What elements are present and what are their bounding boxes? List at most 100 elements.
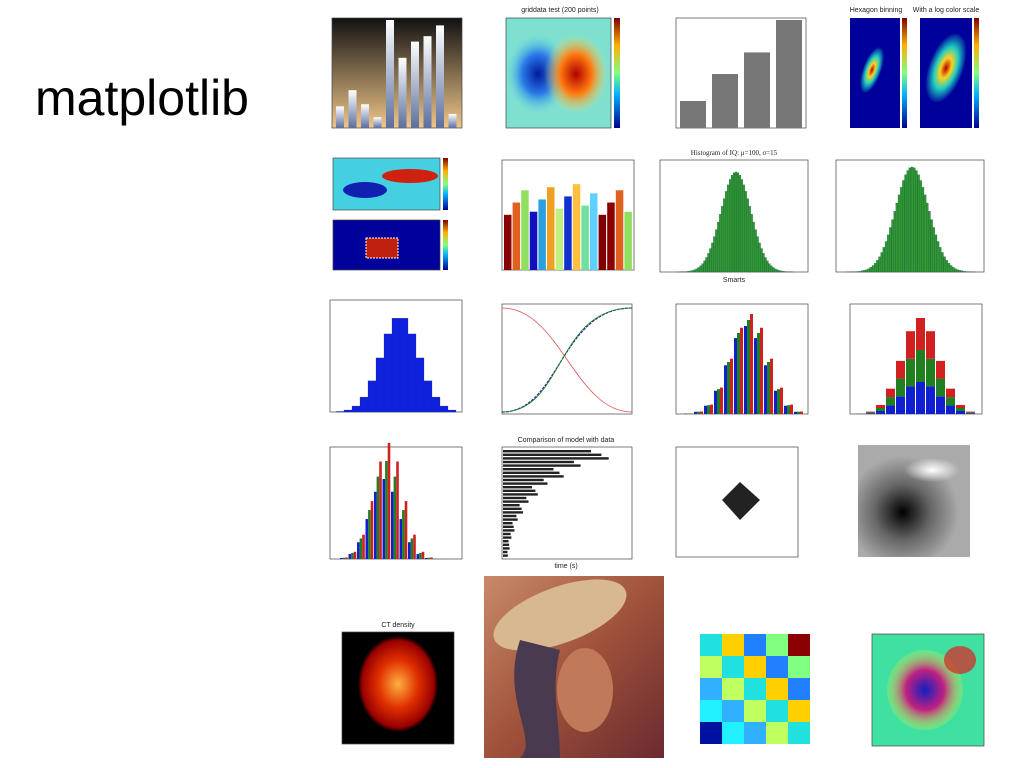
- bar: [962, 271, 966, 273]
- bar: [764, 257, 767, 273]
- bar: [374, 491, 377, 559]
- bar: [896, 378, 905, 397]
- bar: [362, 534, 365, 559]
- bar: [945, 260, 948, 273]
- axis-label: time (s): [554, 563, 577, 570]
- curve: [501, 307, 633, 413]
- bar: [503, 511, 523, 514]
- bar: [750, 314, 753, 414]
- bar: [707, 405, 710, 414]
- bar: [503, 554, 508, 557]
- bar: [800, 411, 803, 414]
- bar: [711, 242, 714, 273]
- cell: [744, 678, 766, 700]
- bar: [936, 396, 945, 414]
- bar: [361, 104, 369, 128]
- bar: [740, 179, 743, 273]
- bar: [770, 265, 773, 273]
- bar: [710, 404, 713, 414]
- bar: [512, 202, 521, 270]
- bar: [697, 267, 700, 273]
- bar: [747, 320, 750, 414]
- bar: [723, 198, 726, 273]
- bar: [547, 187, 555, 270]
- cell: [700, 634, 722, 656]
- bar: [757, 332, 760, 414]
- bar: [416, 554, 420, 559]
- bar: [694, 411, 697, 414]
- bar: [715, 229, 718, 273]
- bar: [913, 167, 916, 273]
- thumb-image: [332, 157, 441, 211]
- bar: [691, 270, 694, 273]
- bar: [748, 206, 751, 273]
- bar: [928, 211, 931, 273]
- bar: [503, 475, 564, 478]
- bar: [910, 166, 914, 273]
- colorbar: [974, 18, 979, 128]
- bar: [752, 221, 755, 273]
- cell: [744, 656, 766, 678]
- bar: [886, 397, 895, 406]
- bar: [503, 536, 512, 539]
- bar: [895, 202, 899, 273]
- bar: [861, 270, 864, 273]
- bar: [941, 252, 944, 273]
- cell: [744, 700, 766, 722]
- bar: [503, 460, 574, 464]
- bar: [754, 338, 757, 414]
- caption: griddata test (200 points): [521, 7, 598, 14]
- bar: [598, 214, 607, 270]
- cell: [788, 700, 810, 722]
- bar: [398, 57, 407, 128]
- bar: [878, 256, 881, 273]
- hat: [493, 579, 627, 651]
- bar: [797, 411, 800, 414]
- bar: [373, 117, 382, 128]
- bar: [891, 219, 894, 273]
- bar: [427, 557, 431, 559]
- bar: [744, 191, 747, 273]
- bar: [762, 253, 765, 273]
- colorbar: [443, 220, 448, 270]
- bar: [780, 387, 783, 414]
- bar: [966, 412, 975, 414]
- bar: [874, 263, 877, 273]
- bar: [777, 389, 780, 414]
- bar: [383, 333, 393, 413]
- bar: [865, 269, 868, 273]
- bar: [724, 365, 727, 414]
- bar: [335, 411, 345, 413]
- bar: [946, 405, 955, 414]
- bar: [423, 380, 433, 413]
- bar: [503, 496, 527, 500]
- cell: [722, 656, 744, 678]
- bar: [730, 175, 734, 273]
- cell: [744, 634, 766, 656]
- bar: [946, 388, 955, 398]
- head: [358, 636, 438, 732]
- bar: [407, 333, 417, 413]
- bar: [693, 269, 696, 273]
- bar: [871, 265, 875, 273]
- blob: [860, 47, 884, 93]
- bar: [760, 248, 763, 273]
- bar: [904, 174, 907, 273]
- bar: [399, 519, 403, 559]
- bar: [351, 552, 354, 559]
- bar: [764, 365, 767, 414]
- bar: [529, 211, 538, 270]
- bar: [787, 405, 790, 414]
- bar: [359, 396, 369, 413]
- bar: [379, 461, 382, 559]
- bar: [908, 167, 912, 273]
- bar: [760, 327, 763, 414]
- bar: [413, 534, 416, 559]
- bar: [742, 184, 745, 273]
- bar: [695, 268, 698, 273]
- cell: [700, 656, 722, 678]
- bar: [906, 386, 915, 414]
- bar: [740, 327, 743, 414]
- bar: [734, 338, 737, 414]
